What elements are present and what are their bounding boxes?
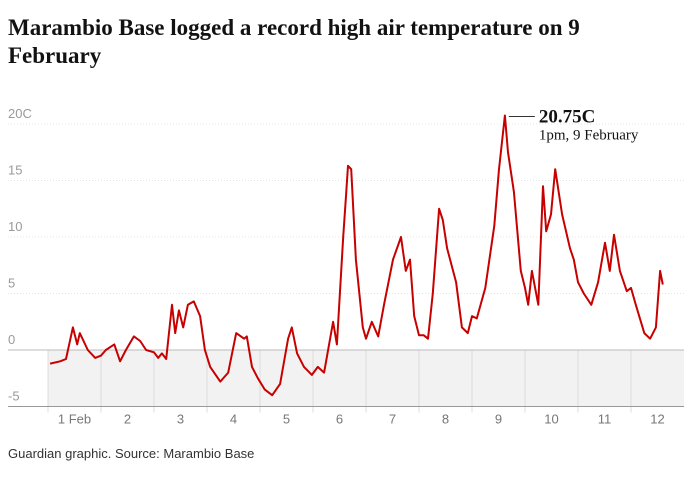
source-note: Guardian graphic. Source: Marambio Base (8, 446, 255, 461)
x-tick-label: 6 (336, 412, 343, 427)
y-tick-label: 15 (8, 163, 22, 178)
x-tick-label: 2 (124, 412, 131, 427)
annotation-label: 20.75C (539, 107, 595, 128)
y-tick-label: -5 (8, 389, 20, 404)
chart-title: Marambio Base logged a record high air t… (8, 15, 580, 68)
temperature-line (49, 114, 664, 397)
y-tick-label: 20C (8, 106, 32, 121)
x-tick-label: 10 (544, 412, 558, 427)
y-tick-label: 10 (8, 219, 22, 234)
y-tick-label: 5 (8, 276, 15, 291)
x-tick-label: 7 (389, 412, 396, 427)
x-tick-label: 11 (598, 412, 612, 427)
x-tick-label: 8 (442, 412, 449, 427)
x-tick-label: 12 (650, 412, 664, 427)
x-tick-label: 4 (230, 412, 237, 427)
x-tick-label: 3 (177, 412, 184, 427)
x-tick-label: 1 Feb (58, 412, 91, 427)
annotation-sublabel: 1pm, 9 February (539, 128, 639, 144)
x-tick-label: 9 (495, 412, 502, 427)
y-tick-label: 0 (8, 332, 15, 347)
x-tick-label: 5 (283, 412, 290, 427)
